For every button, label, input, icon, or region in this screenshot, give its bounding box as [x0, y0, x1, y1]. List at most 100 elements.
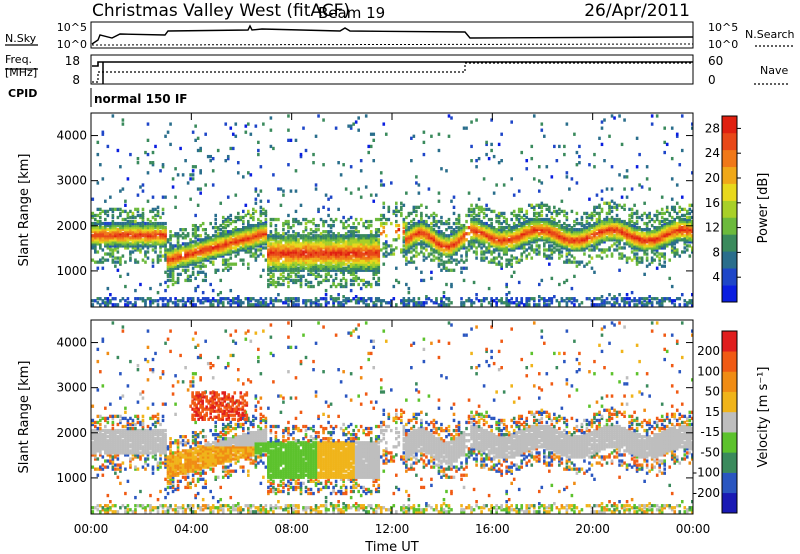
power-cell: [537, 244, 541, 248]
power-cell: [537, 219, 541, 224]
power-cell: [527, 246, 531, 250]
power-cell: [620, 221, 624, 226]
power-cell: [407, 234, 411, 238]
power-cell: [452, 221, 456, 226]
power-cell: [645, 252, 649, 256]
power-cell: [269, 246, 273, 250]
power-cell: [427, 230, 431, 234]
power-cell: [292, 252, 295, 256]
power-cell: [324, 268, 328, 272]
power-cell: [226, 236, 230, 240]
power-cell: [437, 264, 441, 268]
power-cell: [407, 244, 411, 248]
power-cell: [665, 240, 669, 244]
power-cell: [327, 260, 330, 264]
power-cell: [450, 242, 453, 246]
power-cell: [510, 238, 513, 242]
power-cell: [460, 238, 463, 242]
power-cell: [550, 297, 554, 301]
power-cell: [412, 223, 416, 228]
power-cell: [460, 242, 463, 246]
power-cell: [430, 258, 433, 262]
power-cell: [174, 280, 177, 285]
power-cell: [525, 303, 529, 307]
power-cell: [144, 254, 147, 258]
power-cell: [605, 219, 609, 224]
power-cell: [186, 232, 190, 236]
power-cell: [332, 268, 335, 272]
power-cell: [297, 250, 300, 254]
power-cell: [635, 242, 639, 246]
power-cell: [129, 236, 132, 240]
power-cell: [297, 274, 300, 279]
power-cell: [505, 282, 508, 287]
power-cell: [635, 221, 639, 226]
power-cell: [166, 272, 170, 276]
power-cell: [570, 177, 574, 181]
power-cell: [181, 303, 185, 307]
power-cell: [211, 254, 215, 258]
power-cell: [553, 219, 556, 224]
power-cell: [374, 270, 378, 274]
power-cell: [412, 236, 416, 240]
power-cell: [126, 223, 130, 228]
power-cell: [565, 234, 569, 238]
power-cell: [500, 264, 503, 268]
nsky-label: N.Sky: [5, 32, 37, 45]
power-cell: [545, 238, 549, 242]
power-cell: [497, 246, 501, 250]
power-cell: [224, 240, 228, 244]
power-cell: [219, 250, 223, 254]
power-cell: [475, 221, 478, 226]
power-cell: [610, 114, 614, 118]
power-cell: [229, 240, 233, 244]
power-cell: [317, 266, 320, 270]
power-cell: [101, 260, 105, 264]
power-cell: [134, 288, 137, 293]
power-cell: [334, 299, 338, 303]
power-cell: [367, 246, 371, 250]
power-cell: [620, 234, 624, 238]
power-cell: [144, 240, 147, 244]
power-cell: [628, 297, 631, 301]
power-cell: [292, 262, 295, 266]
power-cell: [304, 234, 308, 238]
power-cell: [272, 266, 275, 270]
power-cell: [274, 230, 278, 234]
power-cell: [191, 130, 195, 134]
power-cell: [317, 207, 320, 212]
power-cell: [109, 230, 112, 234]
power-cell: [425, 205, 428, 209]
power-cell: [638, 225, 641, 230]
power-cell: [169, 142, 172, 147]
power-cell: [522, 242, 526, 246]
power-cell: [304, 244, 308, 248]
power-cell: [668, 238, 672, 242]
power-cell: [563, 299, 566, 303]
power-cell: [116, 223, 120, 228]
power-cell: [179, 254, 182, 258]
power-cell: [442, 238, 446, 242]
power-cell: [397, 236, 401, 240]
power-cell: [181, 228, 185, 232]
power-cell: [422, 278, 426, 283]
nsearch-tick-top: 10^5: [708, 21, 738, 34]
power-cell: [575, 232, 579, 236]
power-cell: [598, 254, 601, 258]
power-cell: [156, 299, 160, 303]
power-cell: [204, 299, 207, 303]
power-cell: [417, 301, 421, 305]
power-cell: [392, 238, 396, 242]
power-cell: [650, 242, 654, 246]
power-cell: [593, 223, 596, 228]
power-cell: [625, 228, 629, 232]
power-cell: [550, 248, 554, 252]
power-cell: [179, 250, 182, 254]
power-cell: [109, 292, 112, 297]
power-cell: [131, 234, 135, 238]
power-cell: [477, 225, 481, 230]
power-cell: [119, 213, 122, 218]
power-cell: [269, 221, 273, 226]
power-cell: [410, 228, 413, 232]
power-cell: [487, 228, 491, 232]
